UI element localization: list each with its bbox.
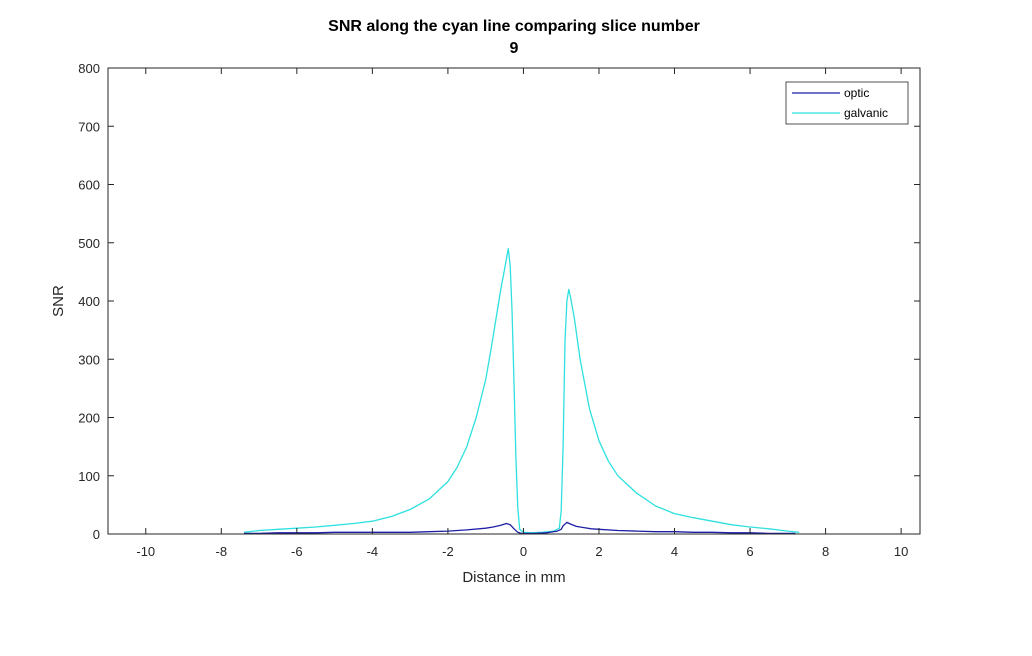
legend-label-optic: optic (844, 86, 869, 100)
y-tick-label: 500 (78, 236, 100, 251)
y-tick-label: 100 (78, 469, 100, 484)
x-tick-label: 4 (671, 544, 678, 559)
series-line-optic (244, 521, 796, 535)
x-tick-label: 0 (520, 544, 527, 559)
x-tick-label: -8 (216, 544, 228, 559)
series-line-galvanic (243, 247, 800, 534)
x-tick-label: -2 (442, 544, 454, 559)
x-tick-label: 6 (746, 544, 753, 559)
x-tick-label: -4 (367, 544, 379, 559)
chart-title-line-2: 9 (509, 40, 519, 57)
legend-box (785, 81, 909, 125)
axes-box (107, 67, 921, 535)
y-tick-label: 600 (78, 178, 100, 193)
y-tick-label: 200 (78, 411, 100, 426)
y-axis-label: SNR (50, 285, 67, 317)
legend-label-galvanic: galvanic (844, 106, 888, 120)
y-tick-label: 800 (78, 61, 100, 76)
y-tick-label: 0 (93, 527, 100, 542)
x-tick-label: -6 (291, 544, 303, 559)
ticks-layer: -10 -8 -6 -4 -2 0 2 4 6 8 100100200300400500600700… (78, 61, 920, 559)
x-axis-label: Distance in mm (462, 569, 565, 586)
legend[interactable]: optic galvanic (785, 81, 909, 125)
x-tick-label: -10 (136, 544, 155, 559)
series-layer (243, 247, 800, 535)
x-tick-label: 2 (595, 544, 602, 559)
y-tick-label: 300 (78, 352, 100, 367)
y-tick-label: 700 (78, 119, 100, 134)
x-tick-label: 8 (822, 544, 829, 559)
chart-title-line-1: SNR along the cyan line comparing slice … (328, 18, 700, 35)
x-tick-label: 10 (894, 544, 908, 559)
y-tick-label: 400 (78, 294, 100, 309)
